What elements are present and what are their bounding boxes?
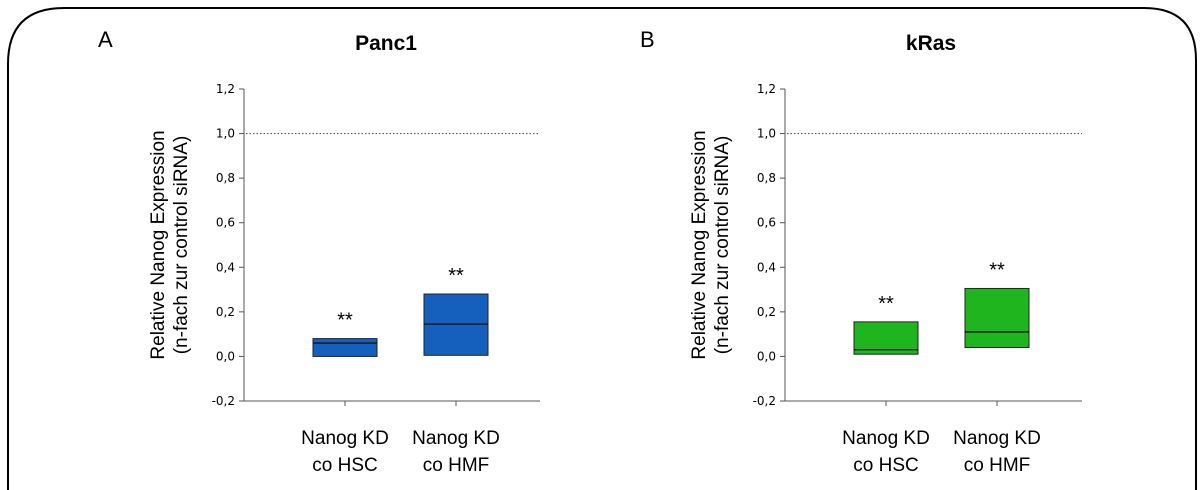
category-label-line1: Nanog KD [953, 428, 1041, 449]
panel-a: A Panc1 Relative Nanog Expression (n-fac… [98, 27, 540, 476]
y-tick-label: 0,6 [216, 216, 235, 230]
box [853, 321, 919, 355]
y-tick-label: 1,0 [216, 127, 235, 141]
y-tick-label: 1,2 [216, 82, 235, 96]
y-tick-label: 0,4 [757, 260, 776, 274]
y-tick-label: 0,0 [757, 349, 776, 363]
y-tick-label: 1,0 [757, 127, 776, 141]
panel-letter: B [640, 27, 655, 52]
category-label-line2: co HSC [853, 455, 918, 476]
y-tick-label: 0,2 [216, 305, 235, 319]
y-axis-label-line1: Relative Nanog Expression [148, 130, 169, 359]
panel-letter: A [98, 27, 113, 52]
panel-b: B kRas Relative Nanog Expression (n-fach… [640, 27, 1082, 476]
y-tick-label: 0,8 [757, 171, 776, 185]
category-label-line2: co HMF [964, 455, 1031, 476]
panel-title: kRas [906, 32, 956, 55]
y-tick-label: -0,2 [753, 394, 776, 408]
y-tick-label: 0,8 [216, 171, 235, 185]
significance-marker: ** [448, 265, 464, 287]
category-label-line1: Nanog KD [301, 428, 389, 449]
y-axis-label-line2: (n-fach zur control siRNA) [712, 136, 733, 355]
category-label-line2: co HSC [312, 455, 377, 476]
category-label-line1: Nanog KD [412, 428, 500, 449]
category-label-line1: Nanog KD [842, 428, 930, 449]
box [312, 338, 378, 357]
y-tick-label: 0,4 [216, 260, 235, 274]
y-tick-label: 0,2 [757, 305, 776, 319]
box [964, 287, 1030, 349]
significance-marker: ** [989, 259, 1005, 281]
plot-area: 1,2 1,0 0,8 0,6 0,4 0,2 0,0 -0,2 ** ** [753, 82, 1082, 408]
rounded-border [7, 7, 1197, 490]
significance-marker: ** [337, 310, 353, 332]
y-axis-label-line2: (n-fach zur control siRNA) [171, 136, 192, 355]
panel-title: Panc1 [355, 32, 417, 55]
y-tick-label: -0,2 [212, 394, 235, 408]
significance-marker: ** [878, 293, 894, 315]
plot-area: 1,2 1,0 0,8 0,6 0,4 0,2 0,0 -0,2 ** ** [212, 82, 540, 408]
y-tick-label: 1,2 [757, 82, 776, 96]
y-tick-label: 0,0 [216, 349, 235, 363]
y-tick-label: 0,6 [757, 216, 776, 230]
category-label-line2: co HMF [423, 455, 490, 476]
y-axis-label-line1: Relative Nanog Expression [689, 130, 710, 359]
